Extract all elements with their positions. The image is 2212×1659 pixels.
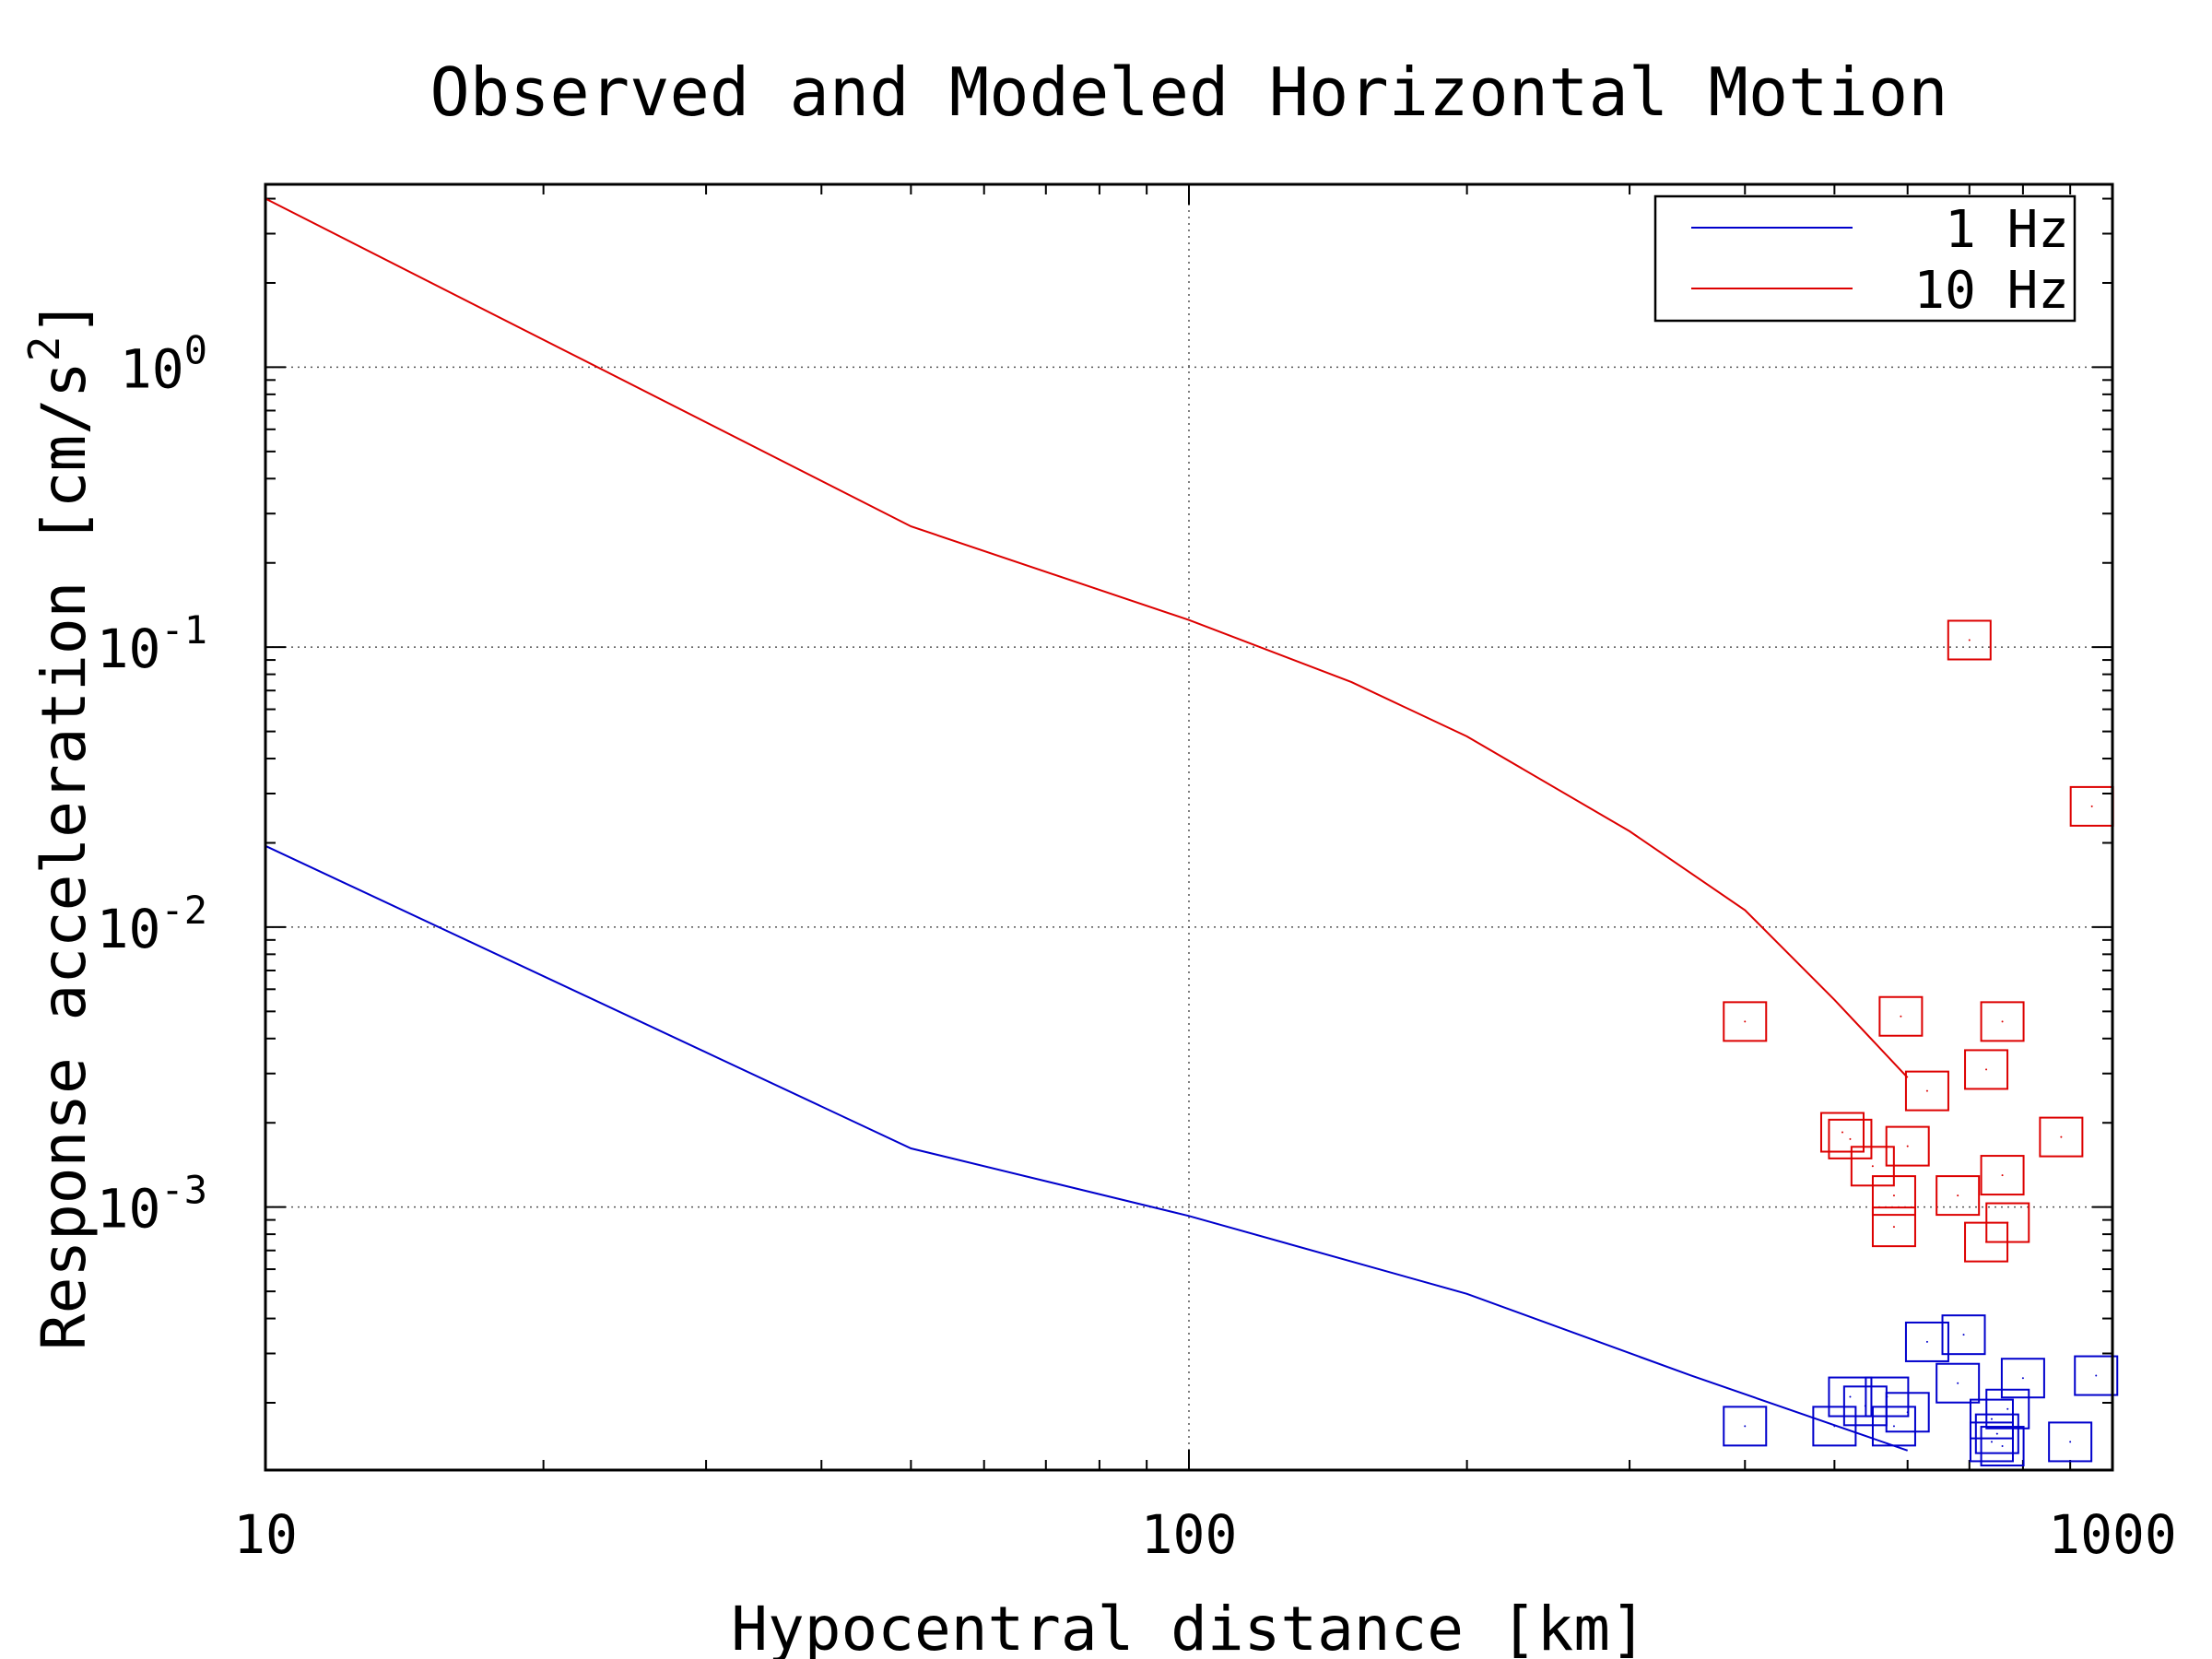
- observation-marker: [2000, 1358, 2045, 1399]
- plot-frame: [264, 182, 2114, 1472]
- observation-marker: [1871, 1406, 1916, 1447]
- observation-point: [2021, 1377, 2024, 1380]
- observation-point: [1900, 1015, 1902, 1018]
- y-tick-label-base: 10: [97, 898, 161, 960]
- observation-point: [1957, 1382, 1959, 1384]
- observation-point: [2090, 805, 2093, 807]
- y-axis-label-main: Response acceleration [cm/s: [29, 361, 100, 1350]
- y-tick-label: 10-3: [97, 1168, 207, 1241]
- observation-marker: [1980, 1001, 2025, 1042]
- observation-point: [2001, 1174, 2004, 1177]
- observation-marker: [1985, 1202, 2030, 1243]
- observation-point: [1906, 1145, 1909, 1147]
- y-axis-label-close: ]: [29, 300, 100, 336]
- y-tick-label: 10-1: [97, 607, 207, 680]
- observation-marker: [1871, 1175, 1916, 1217]
- legend-box: [1653, 194, 2077, 323]
- observation-point: [1849, 1137, 1852, 1140]
- x-tick-label: 1000: [2048, 1503, 2177, 1566]
- y-tick-label-exponent: 0: [184, 327, 207, 372]
- observation-marker: [1947, 619, 1992, 661]
- observation-marker: [1985, 1388, 2030, 1430]
- y-axis-label: Response acceleration [cm/s2]: [19, 300, 100, 1350]
- observation-marker: [2039, 1116, 2084, 1158]
- series-layer: [265, 197, 2119, 1467]
- observation-marker: [1871, 1206, 1916, 1248]
- observation-point: [1925, 1089, 1928, 1092]
- observation-point: [1962, 1334, 1965, 1336]
- x-tick-label: 100: [1141, 1503, 1238, 1566]
- observation-point: [1906, 1411, 1909, 1414]
- observation-marker: [1969, 1421, 2014, 1463]
- observation-marker: [1885, 1125, 1930, 1167]
- observation-marker: [1974, 1413, 2019, 1454]
- chart-title: Observed and Modeled Horizontal Motion: [429, 53, 1947, 131]
- observation-marker: [1969, 1398, 2014, 1440]
- observation-marker: [1878, 995, 1924, 1037]
- observation-marker: [2074, 1355, 2119, 1396]
- x-axis-label: Hypocentral distance [km]: [731, 1594, 1646, 1659]
- observation-point: [2006, 1407, 2009, 1410]
- observation-point: [2060, 1135, 2063, 1138]
- series-line-10hz: [265, 197, 1909, 1078]
- observation-point: [1995, 1432, 1998, 1435]
- observation-marker: [1828, 1118, 1873, 1159]
- observation-point: [1925, 1340, 1928, 1343]
- observation-marker: [1723, 1406, 1768, 1447]
- observation-marker: [1828, 1376, 1873, 1418]
- observation-marker: [1904, 1070, 1949, 1112]
- observation-marker: [1941, 1314, 1986, 1356]
- observation-point: [2006, 1221, 2009, 1224]
- observation-point: [1990, 1441, 1993, 1443]
- observation-marker: [1980, 1426, 2025, 1467]
- y-tick-label-exponent: -2: [160, 888, 207, 933]
- observation-point: [1833, 1425, 1836, 1428]
- observation-point: [1744, 1425, 1747, 1428]
- observation-point: [1892, 1425, 1895, 1428]
- observation-point: [1849, 1395, 1852, 1398]
- observation-point: [1968, 639, 1971, 641]
- observation-point: [1985, 1068, 1988, 1071]
- y-tick-label-exponent: -3: [160, 1168, 207, 1213]
- observation-point: [1841, 1131, 1843, 1134]
- observation-marker: [1904, 1321, 1949, 1362]
- series-line-1hz: [265, 844, 1909, 1452]
- observation-marker: [1812, 1406, 1857, 1447]
- observation-marker: [1936, 1175, 1981, 1217]
- observation-point: [1892, 1194, 1895, 1197]
- observation-marker: [2048, 1421, 2093, 1463]
- observation-point: [1871, 1165, 1874, 1168]
- observation-point: [2069, 1441, 2072, 1443]
- observation-point: [1744, 1020, 1747, 1023]
- observation-marker: [1885, 1392, 1930, 1433]
- observation-marker: [1723, 1001, 1768, 1042]
- observation-point: [1990, 1418, 1993, 1420]
- observation-point: [1957, 1194, 1959, 1197]
- x-tick-labels: 10 100 1000: [233, 1503, 2177, 1566]
- observation-point: [2001, 1445, 2004, 1448]
- observation-point: [1892, 1226, 1895, 1229]
- y-tick-label: 10-2: [97, 888, 207, 960]
- y-tick-label-exponent: -1: [160, 607, 207, 653]
- observation-point: [2095, 1374, 2098, 1377]
- observation-marker: [1964, 1049, 2009, 1090]
- y-tick-label-base: 10: [97, 618, 161, 680]
- y-tick-label-base: 10: [97, 1178, 161, 1241]
- y-axis-label-exponent: 2: [19, 336, 69, 362]
- y-tick-label-base: 10: [120, 337, 184, 400]
- observation-marker: [1936, 1362, 1981, 1404]
- legend: 1 Hz 10 Hz: [1653, 194, 2077, 323]
- observation-point: [2001, 1020, 2004, 1023]
- y-tick-label: 100: [120, 327, 207, 400]
- observation-marker: [1819, 1112, 1865, 1153]
- x-tick-label: 10: [233, 1503, 298, 1566]
- observation-marker: [1980, 1155, 2025, 1196]
- grid: [265, 184, 2112, 1470]
- legend-label-1hz: 1 Hz: [1945, 200, 2069, 260]
- legend-label-10hz: 10 Hz: [1913, 261, 2069, 321]
